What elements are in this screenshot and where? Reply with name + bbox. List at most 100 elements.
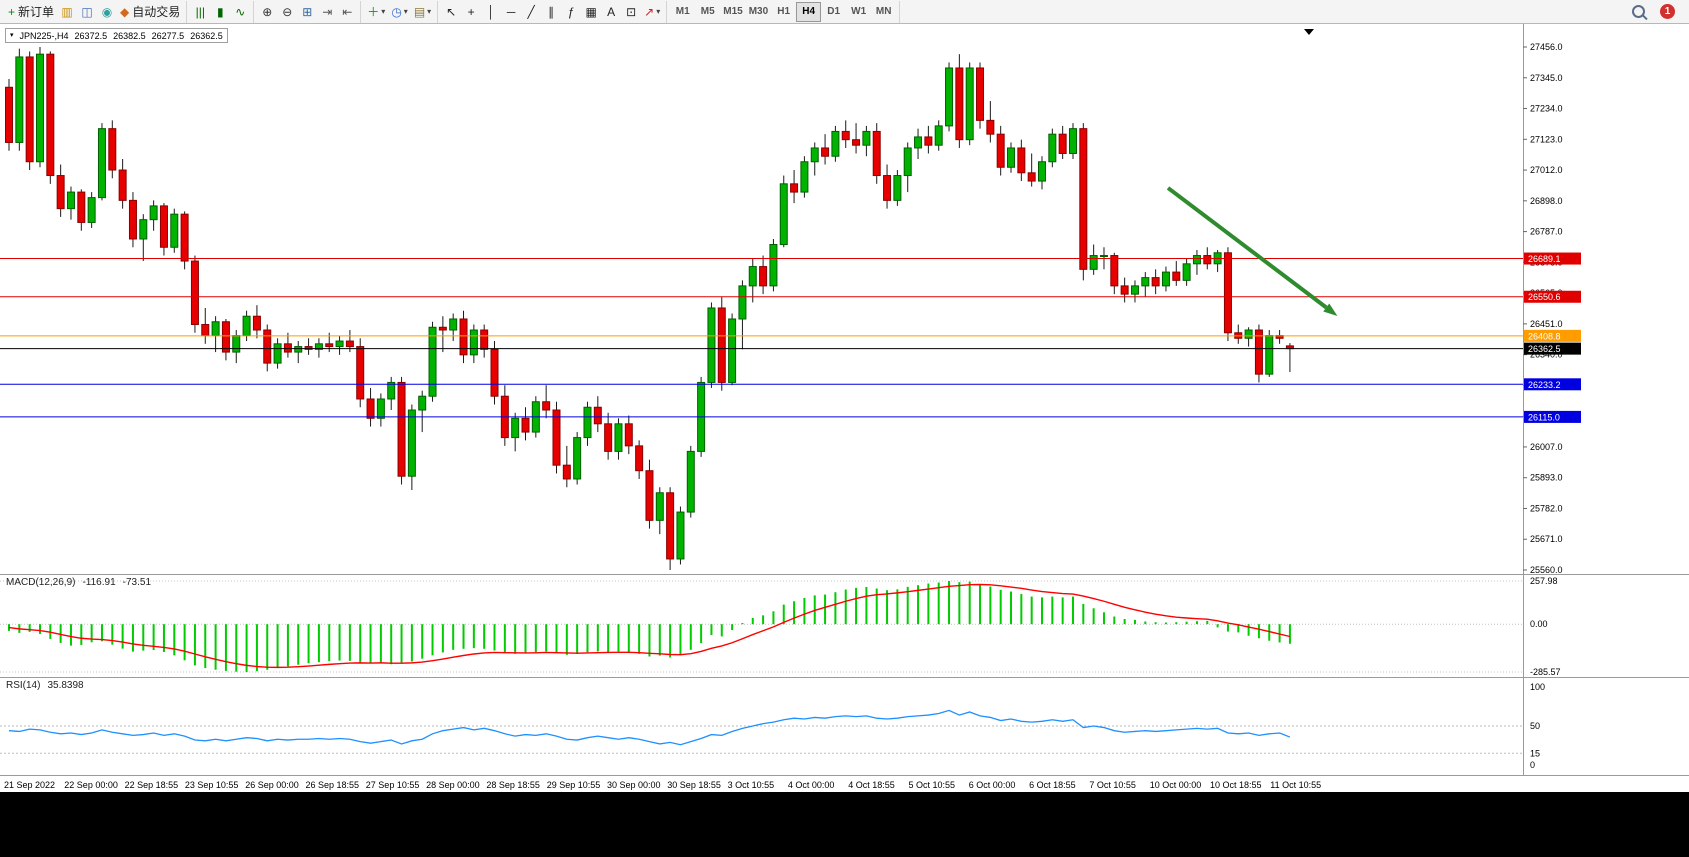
periods-button[interactable]: ◷ ▾	[388, 2, 411, 22]
scroll-to-end-marker[interactable]	[1304, 29, 1314, 35]
text-button[interactable]: A	[601, 2, 621, 22]
resistance-line-1-tag	[1524, 252, 1581, 265]
line-chart-icon: ∿	[235, 4, 246, 19]
time-axis-label: 11 Oct 10:55	[1270, 780, 1321, 790]
candle	[1192, 250, 1201, 275]
indicators-button[interactable]: ＋ ▾	[364, 2, 388, 22]
fibonacci-button[interactable]: ƒ	[561, 2, 581, 22]
candle	[790, 170, 799, 204]
time-axis-label: 6 Oct 18:55	[1029, 780, 1076, 790]
candle	[118, 158, 127, 209]
charts-icon: ▥	[61, 4, 73, 19]
drawing-group: ↖ + │ ─ ╱ ∥ ƒ ▦ A ⊡ ↗ ▾	[438, 0, 668, 23]
candle	[283, 332, 292, 358]
price-tick-label: 25560.0	[1530, 565, 1563, 575]
candle	[159, 203, 168, 256]
zoom-out-button[interactable]: ⊖	[277, 2, 297, 22]
orange-level-line-tag-label: 26408.8	[1528, 331, 1561, 341]
candle	[583, 401, 592, 446]
candle	[170, 208, 179, 253]
candlestick-chart-button[interactable]: ▮	[210, 2, 230, 22]
timeframe-button-M15[interactable]: M15	[720, 2, 745, 22]
dropdown-caret-icon[interactable]: ▾	[427, 7, 432, 16]
text-label-button[interactable]: ⊡	[621, 2, 641, 22]
time-axis-label: 23 Sep 10:55	[185, 780, 239, 790]
candle	[1007, 142, 1016, 173]
charts-button[interactable]: ▥	[57, 2, 77, 22]
candle	[190, 255, 199, 333]
new-order-button[interactable]: + 新订单	[5, 2, 57, 22]
autotrading-button[interactable]: ◆ 自动交易	[117, 2, 183, 22]
arrows-button[interactable]: ↗ ▾	[641, 2, 663, 22]
candle	[490, 341, 499, 405]
time-axis-label: 10 Oct 00:00	[1150, 780, 1202, 790]
search-button[interactable]	[1628, 2, 1648, 22]
grid-button[interactable]: ▦	[581, 2, 601, 22]
dropdown-caret-icon[interactable]: ▾	[381, 7, 386, 16]
time-axis-label: 30 Sep 00:00	[607, 780, 661, 790]
price-chart[interactable]: 27456.0 27345.0 27234.0 27123.0 27012.0 26898…	[0, 24, 1689, 792]
candle	[686, 445, 695, 518]
candle	[180, 211, 189, 270]
time-axis-label: 7 Oct 10:55	[1089, 780, 1136, 790]
tile-windows-icon: ⊞	[302, 4, 313, 19]
trend-arrow[interactable]	[1166, 186, 1338, 316]
candle	[511, 412, 520, 452]
macd-axis-label: -285.57	[1530, 667, 1561, 677]
candle	[1089, 244, 1098, 275]
timeframe-button-H4[interactable]: H4	[796, 1, 822, 22]
time-axis-label: 29 Sep 10:55	[547, 780, 601, 790]
dropdown-caret-icon[interactable]: ▾	[403, 7, 408, 16]
timeframe-button-M5[interactable]: M5	[695, 2, 720, 22]
profiles-button[interactable]: ◫	[77, 2, 97, 22]
channel-button[interactable]: ∥	[541, 2, 561, 22]
candle	[996, 125, 1005, 176]
candle	[252, 305, 261, 339]
candle	[903, 142, 912, 193]
candle	[965, 62, 974, 146]
zoom-in-button[interactable]: ⊕	[257, 2, 277, 22]
time-axis-label: 3 Oct 10:55	[728, 780, 775, 790]
auto-scroll-button[interactable]: ⇥	[317, 2, 337, 22]
dropdown-caret-icon[interactable]: ▾	[656, 7, 661, 16]
candle	[779, 175, 788, 248]
candle	[1223, 247, 1232, 342]
timeframe-button-M30[interactable]: M30	[746, 2, 771, 22]
candle	[1120, 277, 1129, 303]
cursor-button[interactable]: ↖	[441, 2, 461, 22]
candle	[87, 192, 96, 228]
data-window-button[interactable]: ◉	[97, 2, 117, 22]
chart-shift-icon: ⇤	[342, 4, 353, 19]
timeframe-button-D1[interactable]: D1	[821, 2, 846, 22]
timeframe-button-H1[interactable]: H1	[771, 2, 796, 22]
candle	[128, 192, 137, 248]
new-order-button-label: 新订单	[18, 5, 55, 19]
candle	[35, 47, 44, 168]
notification-badge[interactable]: 1	[1660, 4, 1675, 19]
candle	[769, 238, 778, 292]
candle	[986, 101, 995, 143]
timeframe-button-M1[interactable]: M1	[670, 2, 695, 22]
candle	[738, 280, 747, 350]
bar-chart-button[interactable]: |||	[190, 2, 210, 22]
timeframe-button-MN[interactable]: MN	[871, 2, 896, 22]
horizontal-line-button[interactable]: ─	[501, 2, 521, 22]
candle	[542, 385, 551, 419]
templates-button[interactable]: ▤ ▾	[411, 2, 434, 22]
orange-level-line-tag	[1524, 329, 1581, 342]
line-chart-button[interactable]: ∿	[230, 2, 250, 22]
symbol-period-label: JPN225-,H4	[19, 30, 69, 41]
candle	[624, 415, 633, 455]
price-tick-label: 27123.0	[1530, 134, 1563, 144]
vertical-line-button[interactable]: │	[481, 2, 501, 22]
candle	[593, 396, 602, 433]
trendline-button[interactable]: ╱	[521, 2, 541, 22]
timeframe-button-W1[interactable]: W1	[846, 2, 871, 22]
candle	[1254, 324, 1263, 383]
tile-windows-button[interactable]: ⊞	[297, 2, 317, 22]
resistance-line-1-tag-label: 26689.1	[1528, 254, 1561, 264]
chart-shift-button[interactable]: ⇤	[337, 2, 357, 22]
collapse-triangle-icon[interactable]: ▾	[10, 31, 14, 39]
crosshair-button[interactable]: +	[461, 2, 481, 22]
resistance-line-2-tag	[1524, 290, 1581, 303]
